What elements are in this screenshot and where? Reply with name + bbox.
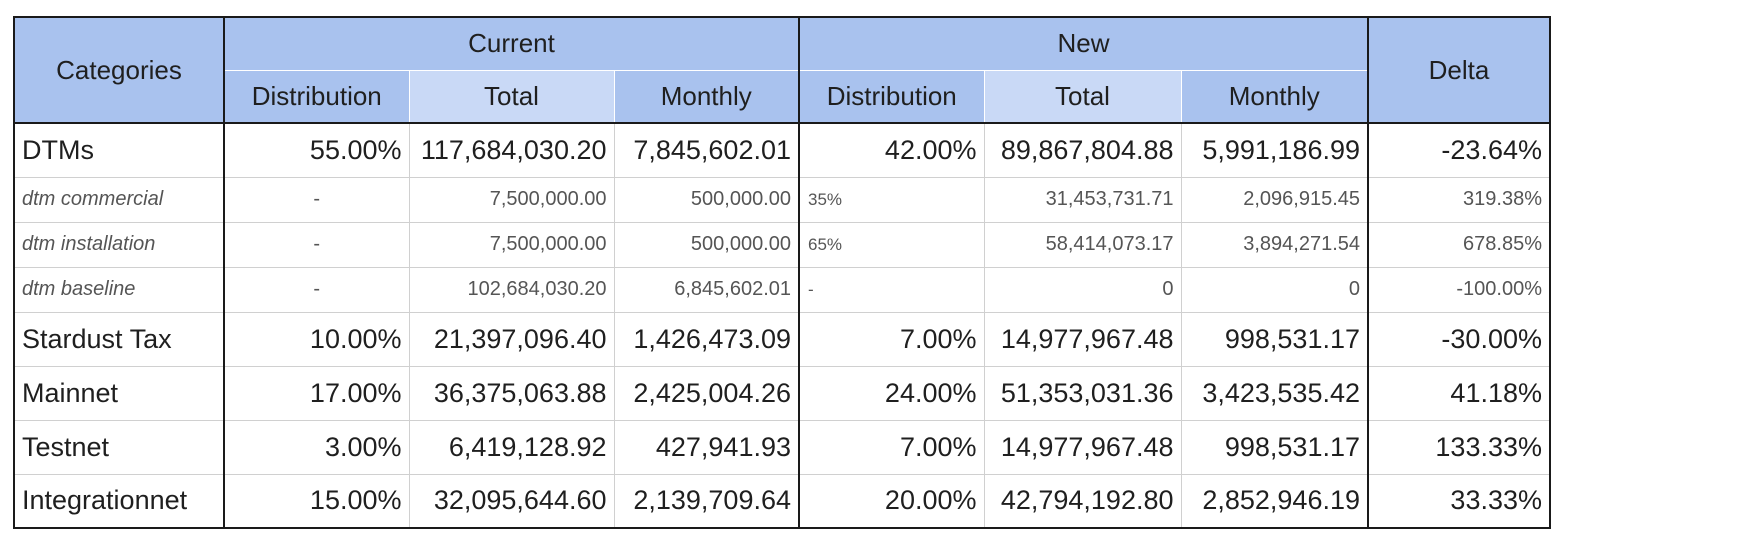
cell-current-monthly[interactable]: 427,941.93 bbox=[613, 419, 800, 475]
cell-current-monthly[interactable]: 500,000.00 bbox=[613, 176, 800, 223]
cell-category[interactable]: DTMs bbox=[13, 122, 225, 178]
cell-current-total[interactable]: 32,095,644.60 bbox=[408, 473, 615, 529]
cell-new-distribution[interactable]: 35% bbox=[798, 176, 985, 223]
cell-new-distribution[interactable]: 42.00% bbox=[798, 122, 985, 178]
cell-current-total[interactable]: 21,397,096.40 bbox=[408, 311, 615, 367]
cell-category[interactable]: Testnet bbox=[13, 419, 225, 475]
cell-current-distribution[interactable]: 17.00% bbox=[223, 365, 410, 421]
cell-category[interactable]: dtm baseline bbox=[13, 266, 225, 313]
cell-current-monthly[interactable]: 6,845,602.01 bbox=[613, 266, 800, 313]
cell-new-distribution[interactable]: 7.00% bbox=[798, 419, 985, 475]
cell-current-distribution[interactable]: 55.00% bbox=[223, 122, 410, 178]
header-categories: Categories bbox=[13, 16, 225, 124]
table-row: dtm commercial - 7,500,000.00 500,000.00… bbox=[13, 176, 1551, 223]
cell-current-monthly[interactable]: 500,000.00 bbox=[613, 221, 800, 268]
cell-category[interactable]: Integrationnet bbox=[13, 473, 225, 529]
cell-new-total[interactable]: 0 bbox=[983, 266, 1182, 313]
cell-current-distribution[interactable]: - bbox=[223, 221, 410, 268]
cell-new-monthly[interactable]: 2,852,946.19 bbox=[1180, 473, 1369, 529]
cell-delta[interactable]: 678.85% bbox=[1367, 221, 1551, 268]
cell-new-distribution[interactable]: - bbox=[798, 266, 985, 313]
cell-current-total[interactable]: 117,684,030.20 bbox=[408, 122, 615, 178]
cell-current-distribution[interactable]: 15.00% bbox=[223, 473, 410, 529]
cell-current-total[interactable]: 102,684,030.20 bbox=[408, 266, 615, 313]
table-body: DTMs 55.00% 117,684,030.20 7,845,602.01 … bbox=[13, 122, 1551, 529]
cell-new-total[interactable]: 58,414,073.17 bbox=[983, 221, 1182, 268]
table-row: Stardust Tax 10.00% 21,397,096.40 1,426,… bbox=[13, 311, 1551, 367]
cell-new-total[interactable]: 51,353,031.36 bbox=[983, 365, 1182, 421]
table-row: Integrationnet 15.00% 32,095,644.60 2,13… bbox=[13, 473, 1551, 529]
header-new-distribution: Distribution bbox=[798, 69, 985, 124]
header-current-distribution: Distribution bbox=[223, 69, 410, 124]
cell-new-total[interactable]: 14,977,967.48 bbox=[983, 419, 1182, 475]
cell-current-distribution[interactable]: 10.00% bbox=[223, 311, 410, 367]
cell-new-distribution[interactable]: 20.00% bbox=[798, 473, 985, 529]
cell-category[interactable]: Mainnet bbox=[13, 365, 225, 421]
cell-delta[interactable]: 133.33% bbox=[1367, 419, 1551, 475]
cell-new-distribution[interactable]: 65% bbox=[798, 221, 985, 268]
header-current: Current bbox=[223, 16, 800, 71]
cell-current-monthly[interactable]: 2,139,709.64 bbox=[613, 473, 800, 529]
cell-delta[interactable]: -23.64% bbox=[1367, 122, 1551, 178]
table-row: DTMs 55.00% 117,684,030.20 7,845,602.01 … bbox=[13, 122, 1551, 178]
cell-new-monthly[interactable]: 3,894,271.54 bbox=[1180, 221, 1369, 268]
header-delta: Delta bbox=[1367, 16, 1551, 124]
cell-new-monthly[interactable]: 3,423,535.42 bbox=[1180, 365, 1369, 421]
cell-current-total[interactable]: 7,500,000.00 bbox=[408, 176, 615, 223]
cell-category[interactable]: dtm commercial bbox=[13, 176, 225, 223]
table-row: Mainnet 17.00% 36,375,063.88 2,425,004.2… bbox=[13, 365, 1551, 421]
cell-new-distribution[interactable]: 7.00% bbox=[798, 311, 985, 367]
cell-new-total[interactable]: 14,977,967.48 bbox=[983, 311, 1182, 367]
cell-new-distribution[interactable]: 24.00% bbox=[798, 365, 985, 421]
header-new: New bbox=[798, 16, 1369, 71]
header-new-total: Total bbox=[983, 69, 1182, 124]
cell-new-monthly[interactable]: 5,991,186.99 bbox=[1180, 122, 1369, 178]
cell-delta[interactable]: 319.38% bbox=[1367, 176, 1551, 223]
cell-current-total[interactable]: 6,419,128.92 bbox=[408, 419, 615, 475]
header-new-monthly: Monthly bbox=[1180, 69, 1369, 124]
cell-current-distribution[interactable]: 3.00% bbox=[223, 419, 410, 475]
cell-current-monthly[interactable]: 2,425,004.26 bbox=[613, 365, 800, 421]
table-row: Testnet 3.00% 6,419,128.92 427,941.93 7.… bbox=[13, 419, 1551, 475]
cell-delta[interactable]: 33.33% bbox=[1367, 473, 1551, 529]
cell-current-distribution[interactable]: - bbox=[223, 176, 410, 223]
header-current-total: Total bbox=[408, 69, 615, 124]
cell-new-total[interactable]: 89,867,804.88 bbox=[983, 122, 1182, 178]
cell-delta[interactable]: 41.18% bbox=[1367, 365, 1551, 421]
cell-category[interactable]: dtm installation bbox=[13, 221, 225, 268]
cell-new-total[interactable]: 31,453,731.71 bbox=[983, 176, 1182, 223]
cell-new-monthly[interactable]: 998,531.17 bbox=[1180, 419, 1369, 475]
cell-current-total[interactable]: 36,375,063.88 bbox=[408, 365, 615, 421]
cell-new-monthly[interactable]: 2,096,915.45 bbox=[1180, 176, 1369, 223]
table-row: dtm baseline - 102,684,030.20 6,845,602.… bbox=[13, 266, 1551, 313]
cell-current-total[interactable]: 7,500,000.00 bbox=[408, 221, 615, 268]
spreadsheet-table-container: Categories Current New Delta Distributio… bbox=[13, 16, 1551, 529]
table-row: dtm installation - 7,500,000.00 500,000.… bbox=[13, 221, 1551, 268]
cell-current-monthly[interactable]: 1,426,473.09 bbox=[613, 311, 800, 367]
distribution-table: Categories Current New Delta Distributio… bbox=[13, 16, 1551, 529]
cell-category[interactable]: Stardust Tax bbox=[13, 311, 225, 367]
cell-current-monthly[interactable]: 7,845,602.01 bbox=[613, 122, 800, 178]
header-current-monthly: Monthly bbox=[613, 69, 800, 124]
cell-delta[interactable]: -30.00% bbox=[1367, 311, 1551, 367]
cell-new-monthly[interactable]: 0 bbox=[1180, 266, 1369, 313]
cell-delta[interactable]: -100.00% bbox=[1367, 266, 1551, 313]
cell-new-monthly[interactable]: 998,531.17 bbox=[1180, 311, 1369, 367]
cell-current-distribution[interactable]: - bbox=[223, 266, 410, 313]
cell-new-total[interactable]: 42,794,192.80 bbox=[983, 473, 1182, 529]
